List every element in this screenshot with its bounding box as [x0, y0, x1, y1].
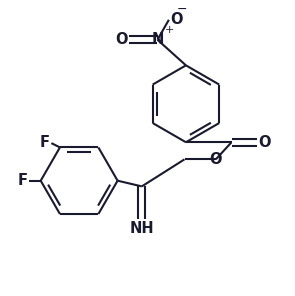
Text: O: O: [209, 152, 222, 167]
Text: F: F: [18, 173, 28, 188]
Text: O: O: [115, 32, 127, 47]
Text: O: O: [258, 135, 271, 150]
Text: N: N: [151, 32, 164, 47]
Text: O: O: [170, 12, 183, 27]
Text: F: F: [40, 135, 50, 150]
Text: NH: NH: [130, 221, 154, 236]
Text: −: −: [177, 3, 187, 15]
Text: +: +: [165, 25, 174, 36]
